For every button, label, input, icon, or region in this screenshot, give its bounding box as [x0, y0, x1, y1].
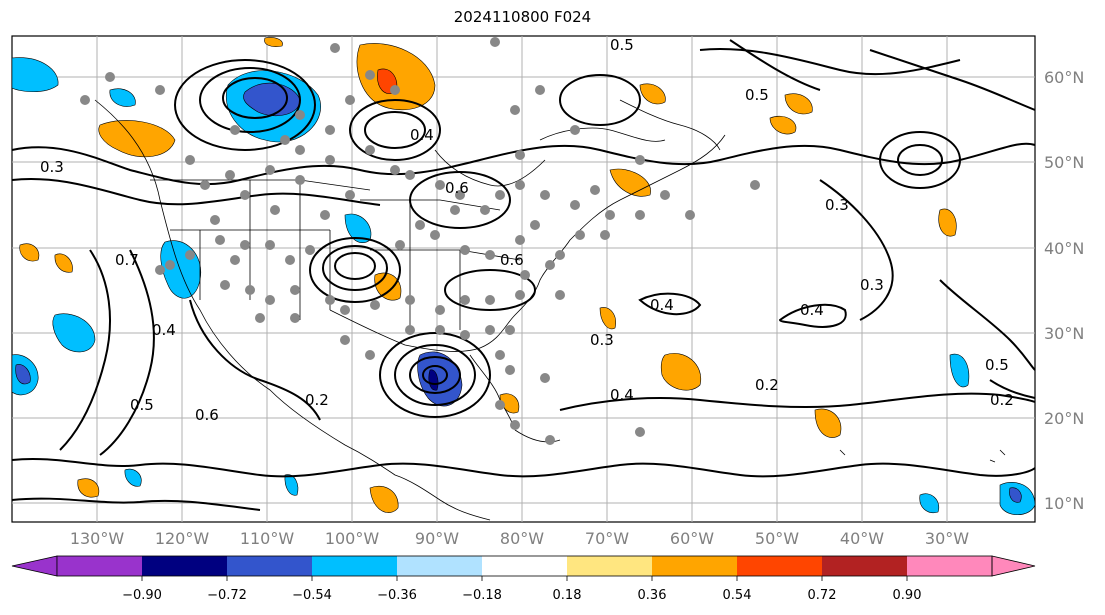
lat-tick: 60°N — [1044, 68, 1084, 87]
lon-tick: 120°W — [155, 529, 210, 548]
colorbar-swatch — [142, 556, 227, 576]
lon-tick: 130°W — [70, 529, 125, 548]
colorbar-label: −0.90 — [122, 588, 162, 603]
lon-tick: 100°W — [325, 529, 380, 548]
contour-label: 0.5 — [610, 36, 634, 54]
contour-label: 0.4 — [650, 296, 674, 314]
colorbar-swatch — [822, 556, 907, 576]
contour-label: 0.7 — [115, 251, 139, 269]
colorbar-swatch — [737, 556, 822, 576]
colorbar-label: 0.54 — [723, 588, 752, 603]
contour-label: 0.5 — [745, 86, 769, 104]
station-markers — [80, 37, 760, 445]
contour-label: 0.3 — [860, 276, 884, 294]
contour-lines — [11, 39, 1036, 511]
contour-label: 0.4 — [610, 386, 634, 404]
contour-label: 0.6 — [195, 406, 219, 424]
colorbar-ticks — [141, 576, 908, 581]
colorbar-swatch — [57, 556, 142, 576]
colorbar: −0.90 −0.72 −0.54 −0.36 −0.18 0.18 0.36 … — [11, 555, 1036, 603]
lon-tick: 40°W — [840, 529, 884, 548]
lon-tick: 30°W — [925, 529, 969, 548]
contour-label: 0.3 — [825, 196, 849, 214]
lat-tick: 20°N — [1044, 409, 1084, 428]
contour-label: 0.3 — [590, 331, 614, 349]
colorbar-swatch — [567, 556, 652, 576]
contour-label: 0.2 — [990, 391, 1014, 409]
colorbar-label: 0.36 — [638, 588, 667, 603]
colorbar-label: 0.72 — [808, 588, 837, 603]
colorbar-extend-low — [11, 555, 58, 577]
colorbar-swatch — [482, 556, 567, 576]
colorbar-swatch — [312, 556, 397, 576]
lon-tick: 70°W — [585, 529, 629, 548]
colorbar-outline — [56, 555, 993, 577]
lon-tick: 80°W — [500, 529, 544, 548]
colorbar-swatch — [397, 556, 482, 576]
contour-label: 0.4 — [410, 126, 434, 144]
contour-label: 0.6 — [500, 251, 524, 269]
contour-label: 0.4 — [800, 301, 824, 319]
colorbar-label: −0.18 — [462, 588, 502, 603]
lon-tick: 60°W — [670, 529, 714, 548]
lat-tick: 50°N — [1044, 153, 1084, 172]
shaded-anomalies — [11, 37, 1036, 516]
contour-label: 0.5 — [130, 396, 154, 414]
colorbar-swatch — [652, 556, 737, 576]
contour-label: 0.2 — [755, 376, 779, 394]
lon-tick: 90°W — [415, 529, 459, 548]
colorbar-label: −0.36 — [377, 588, 417, 603]
map-title: 2024110800 F024 — [453, 8, 592, 26]
map-plot-area: 0.3 0.4 0.5 0.6 0.7 0.2 0.3 0.4 0.5 0.4 … — [11, 35, 1084, 548]
lon-tick-labels: 130°W 120°W 110°W 100°W 90°W 80°W 70°W 6… — [70, 529, 969, 548]
contour-label: 0.2 — [305, 391, 329, 409]
colorbar-label: −0.72 — [207, 588, 247, 603]
lon-tick: 110°W — [240, 529, 295, 548]
colorbar-swatch — [227, 556, 312, 576]
contour-label: 0.5 — [985, 356, 1009, 374]
contour-label: 0.6 — [445, 179, 469, 197]
contour-label: 0.3 — [40, 158, 64, 176]
lon-tick: 50°W — [755, 529, 799, 548]
colorbar-label: 0.90 — [893, 588, 922, 603]
colorbar-extend-high — [991, 555, 1036, 577]
lat-tick: 10°N — [1044, 494, 1084, 513]
colorbar-swatch — [907, 556, 992, 576]
colorbar-label: −0.54 — [292, 588, 332, 603]
lat-tick-labels: 60°N 50°N 40°N 30°N 20°N 10°N — [1044, 68, 1084, 513]
colorbar-label: 0.18 — [553, 588, 582, 603]
contour-label-group: 0.3 0.4 0.5 0.6 0.7 0.2 0.3 0.4 0.5 0.4 … — [40, 36, 1014, 424]
contour-label: 0.4 — [152, 321, 176, 339]
lat-tick: 30°N — [1044, 324, 1084, 343]
lat-tick: 40°N — [1044, 239, 1084, 258]
